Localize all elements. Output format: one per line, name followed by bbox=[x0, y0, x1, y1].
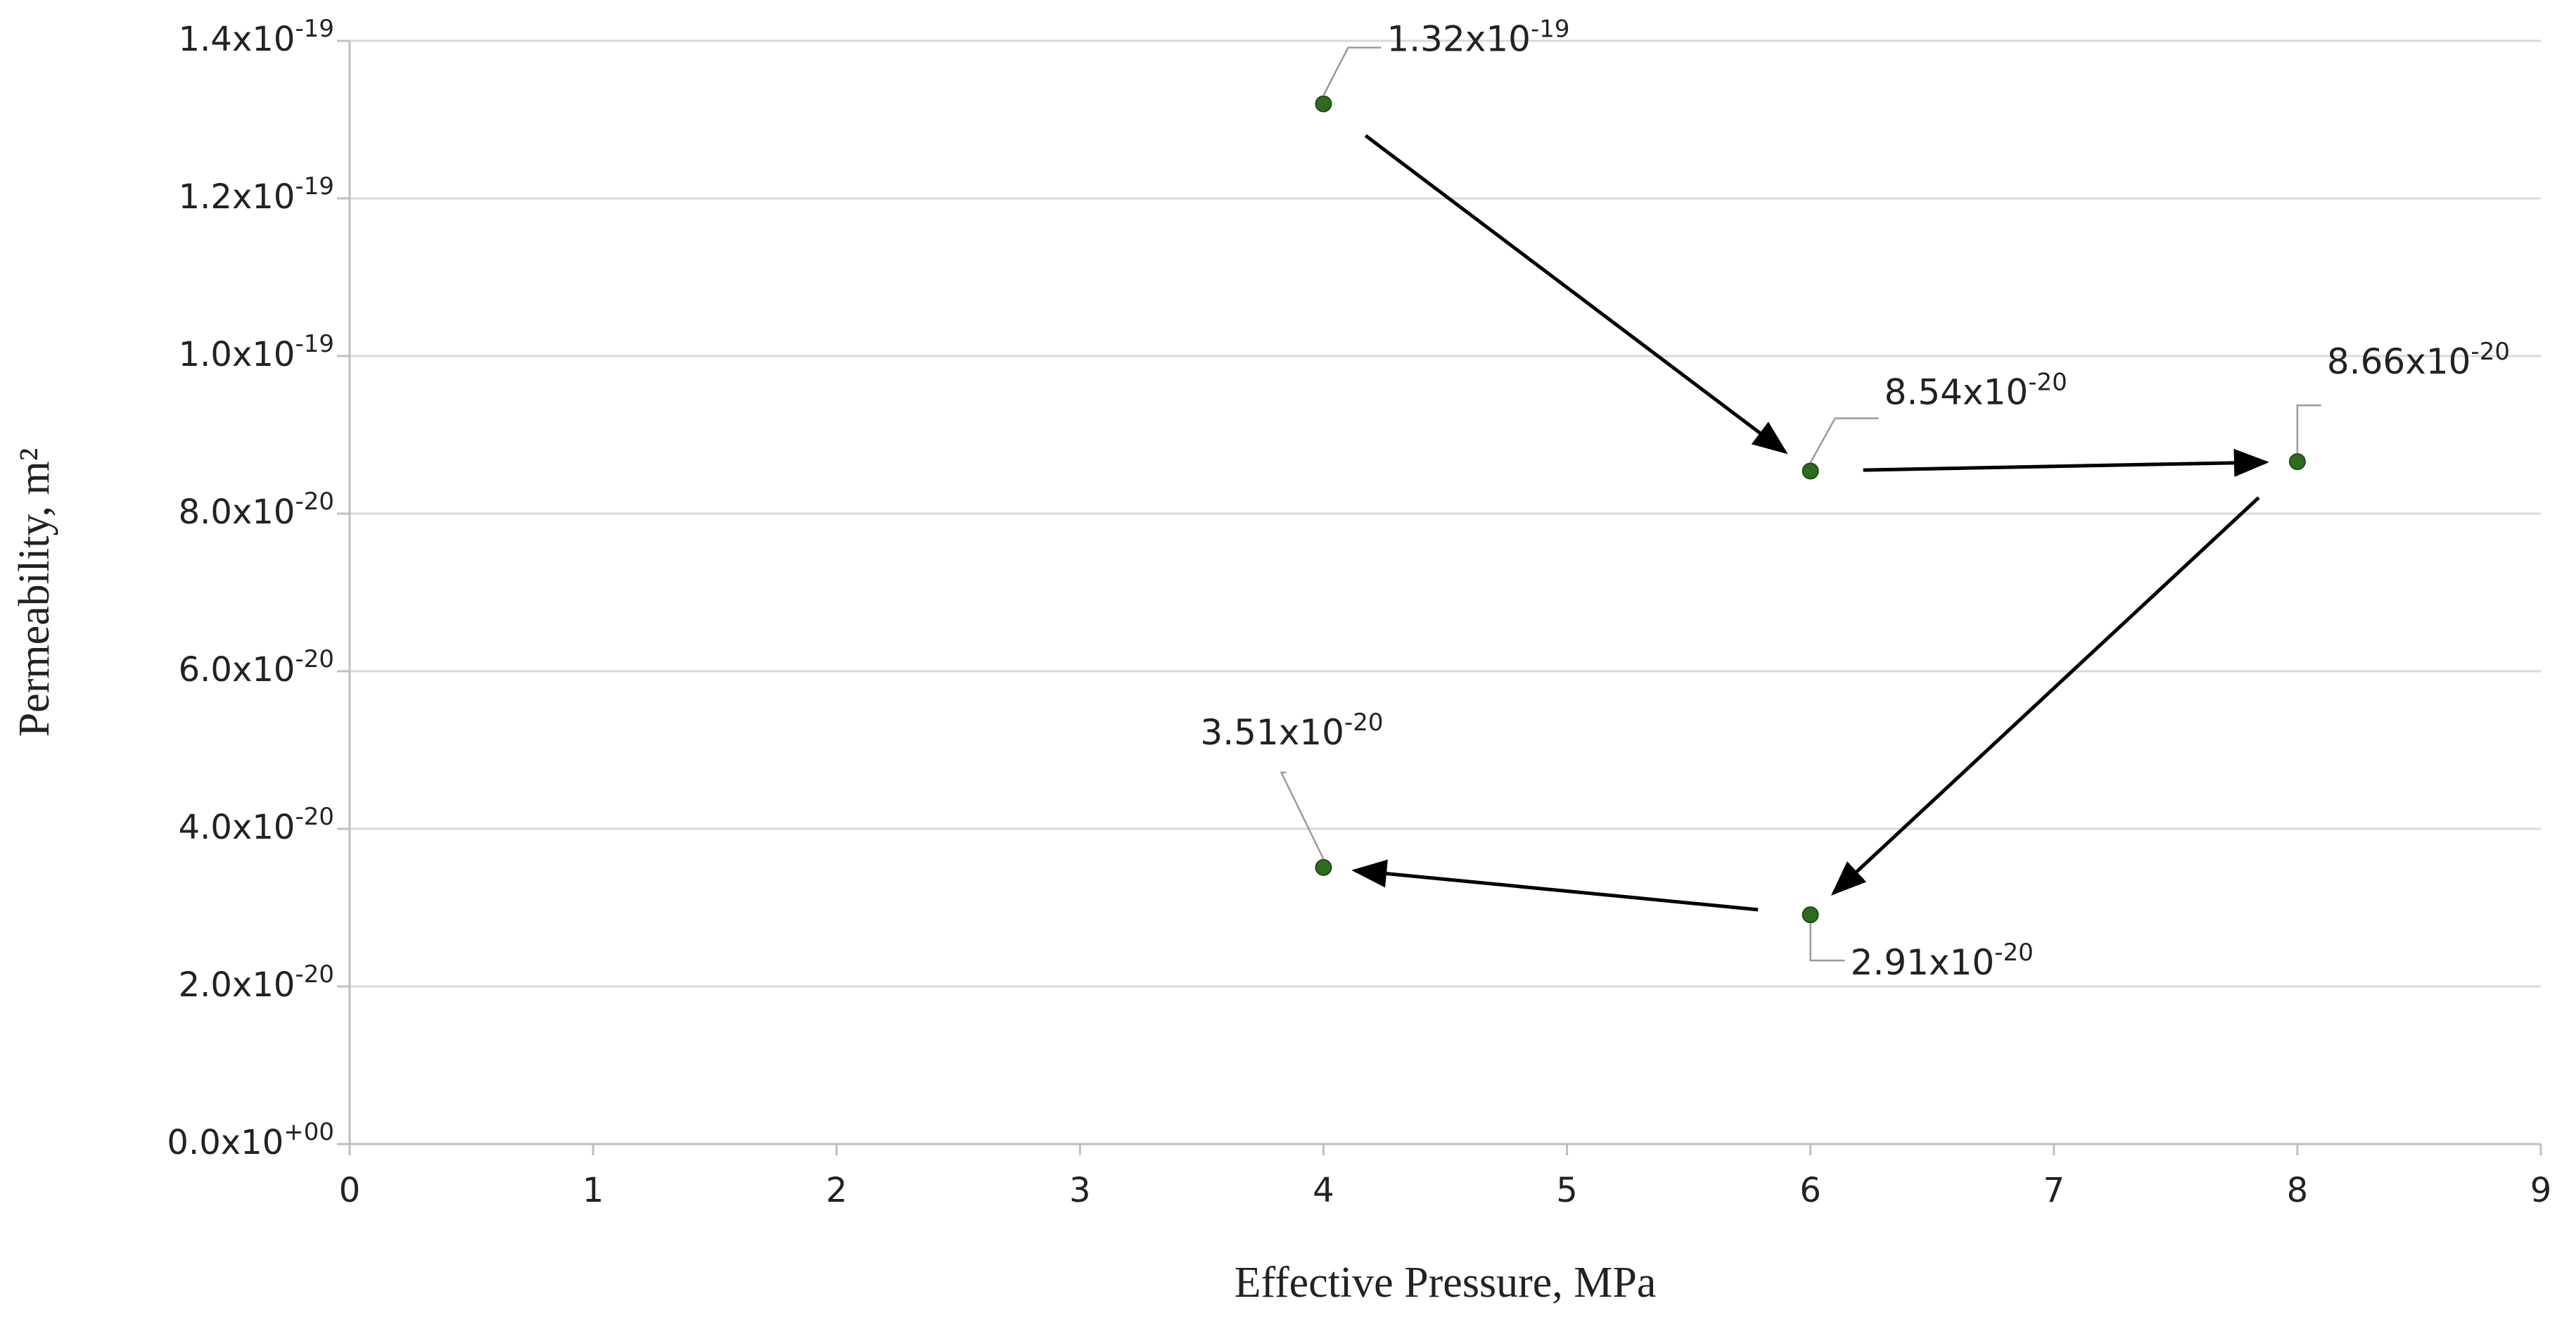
x-tick-label: 8 bbox=[2287, 1171, 2309, 1210]
axes: 0.0x10+002.0x10-204.0x10-206.0x10-208.0x… bbox=[167, 15, 2551, 1210]
y-tick-label-base: 4.0x10 bbox=[179, 808, 295, 847]
y-tick-label-base: 2.0x10 bbox=[179, 965, 295, 1005]
data-point bbox=[1802, 906, 1819, 924]
y-tick-label-base: 0.0x10 bbox=[167, 1123, 283, 1162]
y-tick-label: 1.2x10-19 bbox=[179, 172, 334, 217]
y-tick-label: 2.0x10-20 bbox=[179, 960, 334, 1005]
y-tick-label-base: 6.0x10 bbox=[179, 650, 295, 690]
data-label-base: 1.32x10 bbox=[1386, 19, 1531, 60]
data-label-base: 2.91x10 bbox=[1851, 942, 1995, 983]
data-label-exponent: -20 bbox=[2028, 369, 2067, 397]
y-tick-label-exponent: -19 bbox=[295, 15, 334, 43]
y-tick-label-exponent: -19 bbox=[295, 330, 334, 358]
y-tick-label: 8.0x10-20 bbox=[179, 488, 334, 532]
x-tick-label: 3 bbox=[1069, 1171, 1091, 1210]
data-label-leader bbox=[1809, 417, 1879, 464]
x-tick-label: 0 bbox=[339, 1171, 361, 1210]
data-label-leader bbox=[1322, 46, 1382, 96]
data-label-base: 8.54x10 bbox=[1885, 372, 2029, 413]
y-axis-title: Permeability, m² bbox=[11, 448, 58, 737]
data-labels: 1.32x10-198.54x10-208.66x10-202.91x10-20… bbox=[1200, 15, 2510, 983]
x-tick-label: 9 bbox=[2530, 1171, 2552, 1210]
y-tick-label-base: 1.2x10 bbox=[179, 177, 295, 217]
y-tick-label-base: 8.0x10 bbox=[179, 493, 295, 532]
trend-arrow bbox=[1351, 859, 1759, 912]
data-point bbox=[2288, 453, 2306, 471]
data-label: 2.91x10-20 bbox=[1851, 939, 2034, 983]
x-tick-label: 1 bbox=[582, 1171, 604, 1210]
y-tick-label: 6.0x10-20 bbox=[179, 645, 334, 690]
y-tick-label: 0.0x10+00 bbox=[167, 1118, 334, 1162]
y-tick-label-base: 1.0x10 bbox=[179, 335, 295, 374]
y-tick-label: 1.0x10-19 bbox=[179, 330, 334, 374]
trend-arrows bbox=[1351, 134, 2269, 912]
y-tick-label-exponent: -20 bbox=[295, 645, 334, 673]
data-label-leader bbox=[2296, 404, 2321, 454]
y-tick-label-exponent: -20 bbox=[295, 488, 334, 516]
x-tick-label: 2 bbox=[826, 1171, 848, 1210]
data-label: 3.51x10-20 bbox=[1200, 709, 1383, 753]
data-label-base: 3.51x10 bbox=[1200, 712, 1344, 753]
trend-arrow bbox=[1863, 448, 2269, 477]
data-label: 8.54x10-20 bbox=[1885, 369, 2067, 413]
x-tick-label: 4 bbox=[1313, 1171, 1334, 1210]
gridlines bbox=[350, 39, 2541, 988]
y-tick-label-exponent: -19 bbox=[295, 172, 334, 201]
y-tick-label-exponent: -20 bbox=[295, 803, 334, 831]
x-tick-label: 5 bbox=[1556, 1171, 1578, 1210]
data-label-exponent: -20 bbox=[2470, 338, 2510, 366]
x-tick-label: 7 bbox=[2043, 1171, 2065, 1210]
data-label-exponent: -20 bbox=[1994, 939, 2034, 967]
x-axis-title: Effective Pressure, MPa bbox=[1235, 1259, 1657, 1307]
data-label: 8.66x10-20 bbox=[2327, 338, 2510, 382]
data-points bbox=[1315, 95, 2306, 924]
data-label: 1.32x10-19 bbox=[1386, 15, 1569, 60]
data-label-exponent: -20 bbox=[1344, 709, 1384, 737]
data-point bbox=[1315, 858, 1332, 876]
data-label-leader bbox=[1280, 771, 1325, 860]
data-label-base: 8.66x10 bbox=[2327, 341, 2471, 382]
y-tick-label: 1.4x10-19 bbox=[179, 15, 334, 59]
y-tick-label-exponent: -20 bbox=[295, 960, 334, 989]
trend-arrow bbox=[1364, 134, 1788, 455]
x-tick-label: 6 bbox=[1799, 1171, 1821, 1210]
y-tick-label-base: 1.4x10 bbox=[179, 20, 295, 59]
trend-arrow bbox=[1830, 496, 2260, 896]
y-tick-label: 4.0x10-20 bbox=[179, 803, 334, 847]
data-label-leader bbox=[1809, 923, 1845, 962]
data-point bbox=[1802, 462, 1819, 480]
data-label-exponent: -19 bbox=[1531, 15, 1570, 44]
data-point bbox=[1315, 95, 1332, 113]
y-tick-label-exponent: +00 bbox=[283, 1118, 334, 1146]
